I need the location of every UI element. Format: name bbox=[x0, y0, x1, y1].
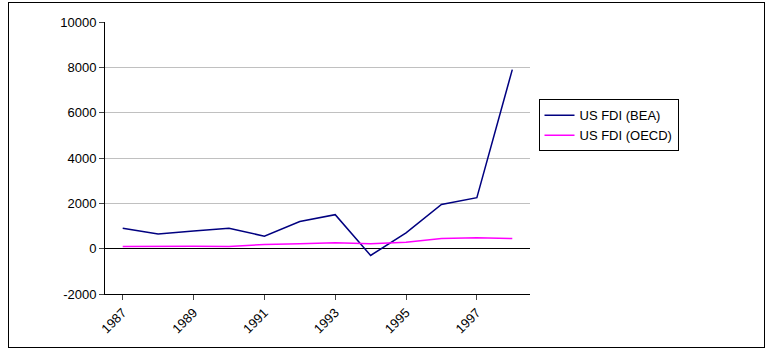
svg-text:10000: 10000 bbox=[60, 15, 96, 30]
svg-text:2000: 2000 bbox=[67, 196, 96, 211]
svg-text:1993: 1993 bbox=[311, 305, 342, 336]
svg-text:8000: 8000 bbox=[67, 60, 96, 75]
svg-text:0: 0 bbox=[89, 241, 96, 256]
svg-text:1997: 1997 bbox=[453, 305, 484, 336]
svg-text:US FDI (BEA): US FDI (BEA) bbox=[580, 108, 661, 123]
svg-text:US FDI (OECD): US FDI (OECD) bbox=[580, 128, 672, 143]
svg-text:1987: 1987 bbox=[98, 305, 129, 336]
svg-text:1989: 1989 bbox=[169, 305, 200, 336]
svg-text:1991: 1991 bbox=[240, 305, 271, 336]
svg-text:4000: 4000 bbox=[67, 151, 96, 166]
svg-text:-2000: -2000 bbox=[63, 287, 96, 302]
svg-text:1995: 1995 bbox=[382, 305, 413, 336]
svg-text:6000: 6000 bbox=[67, 105, 96, 120]
